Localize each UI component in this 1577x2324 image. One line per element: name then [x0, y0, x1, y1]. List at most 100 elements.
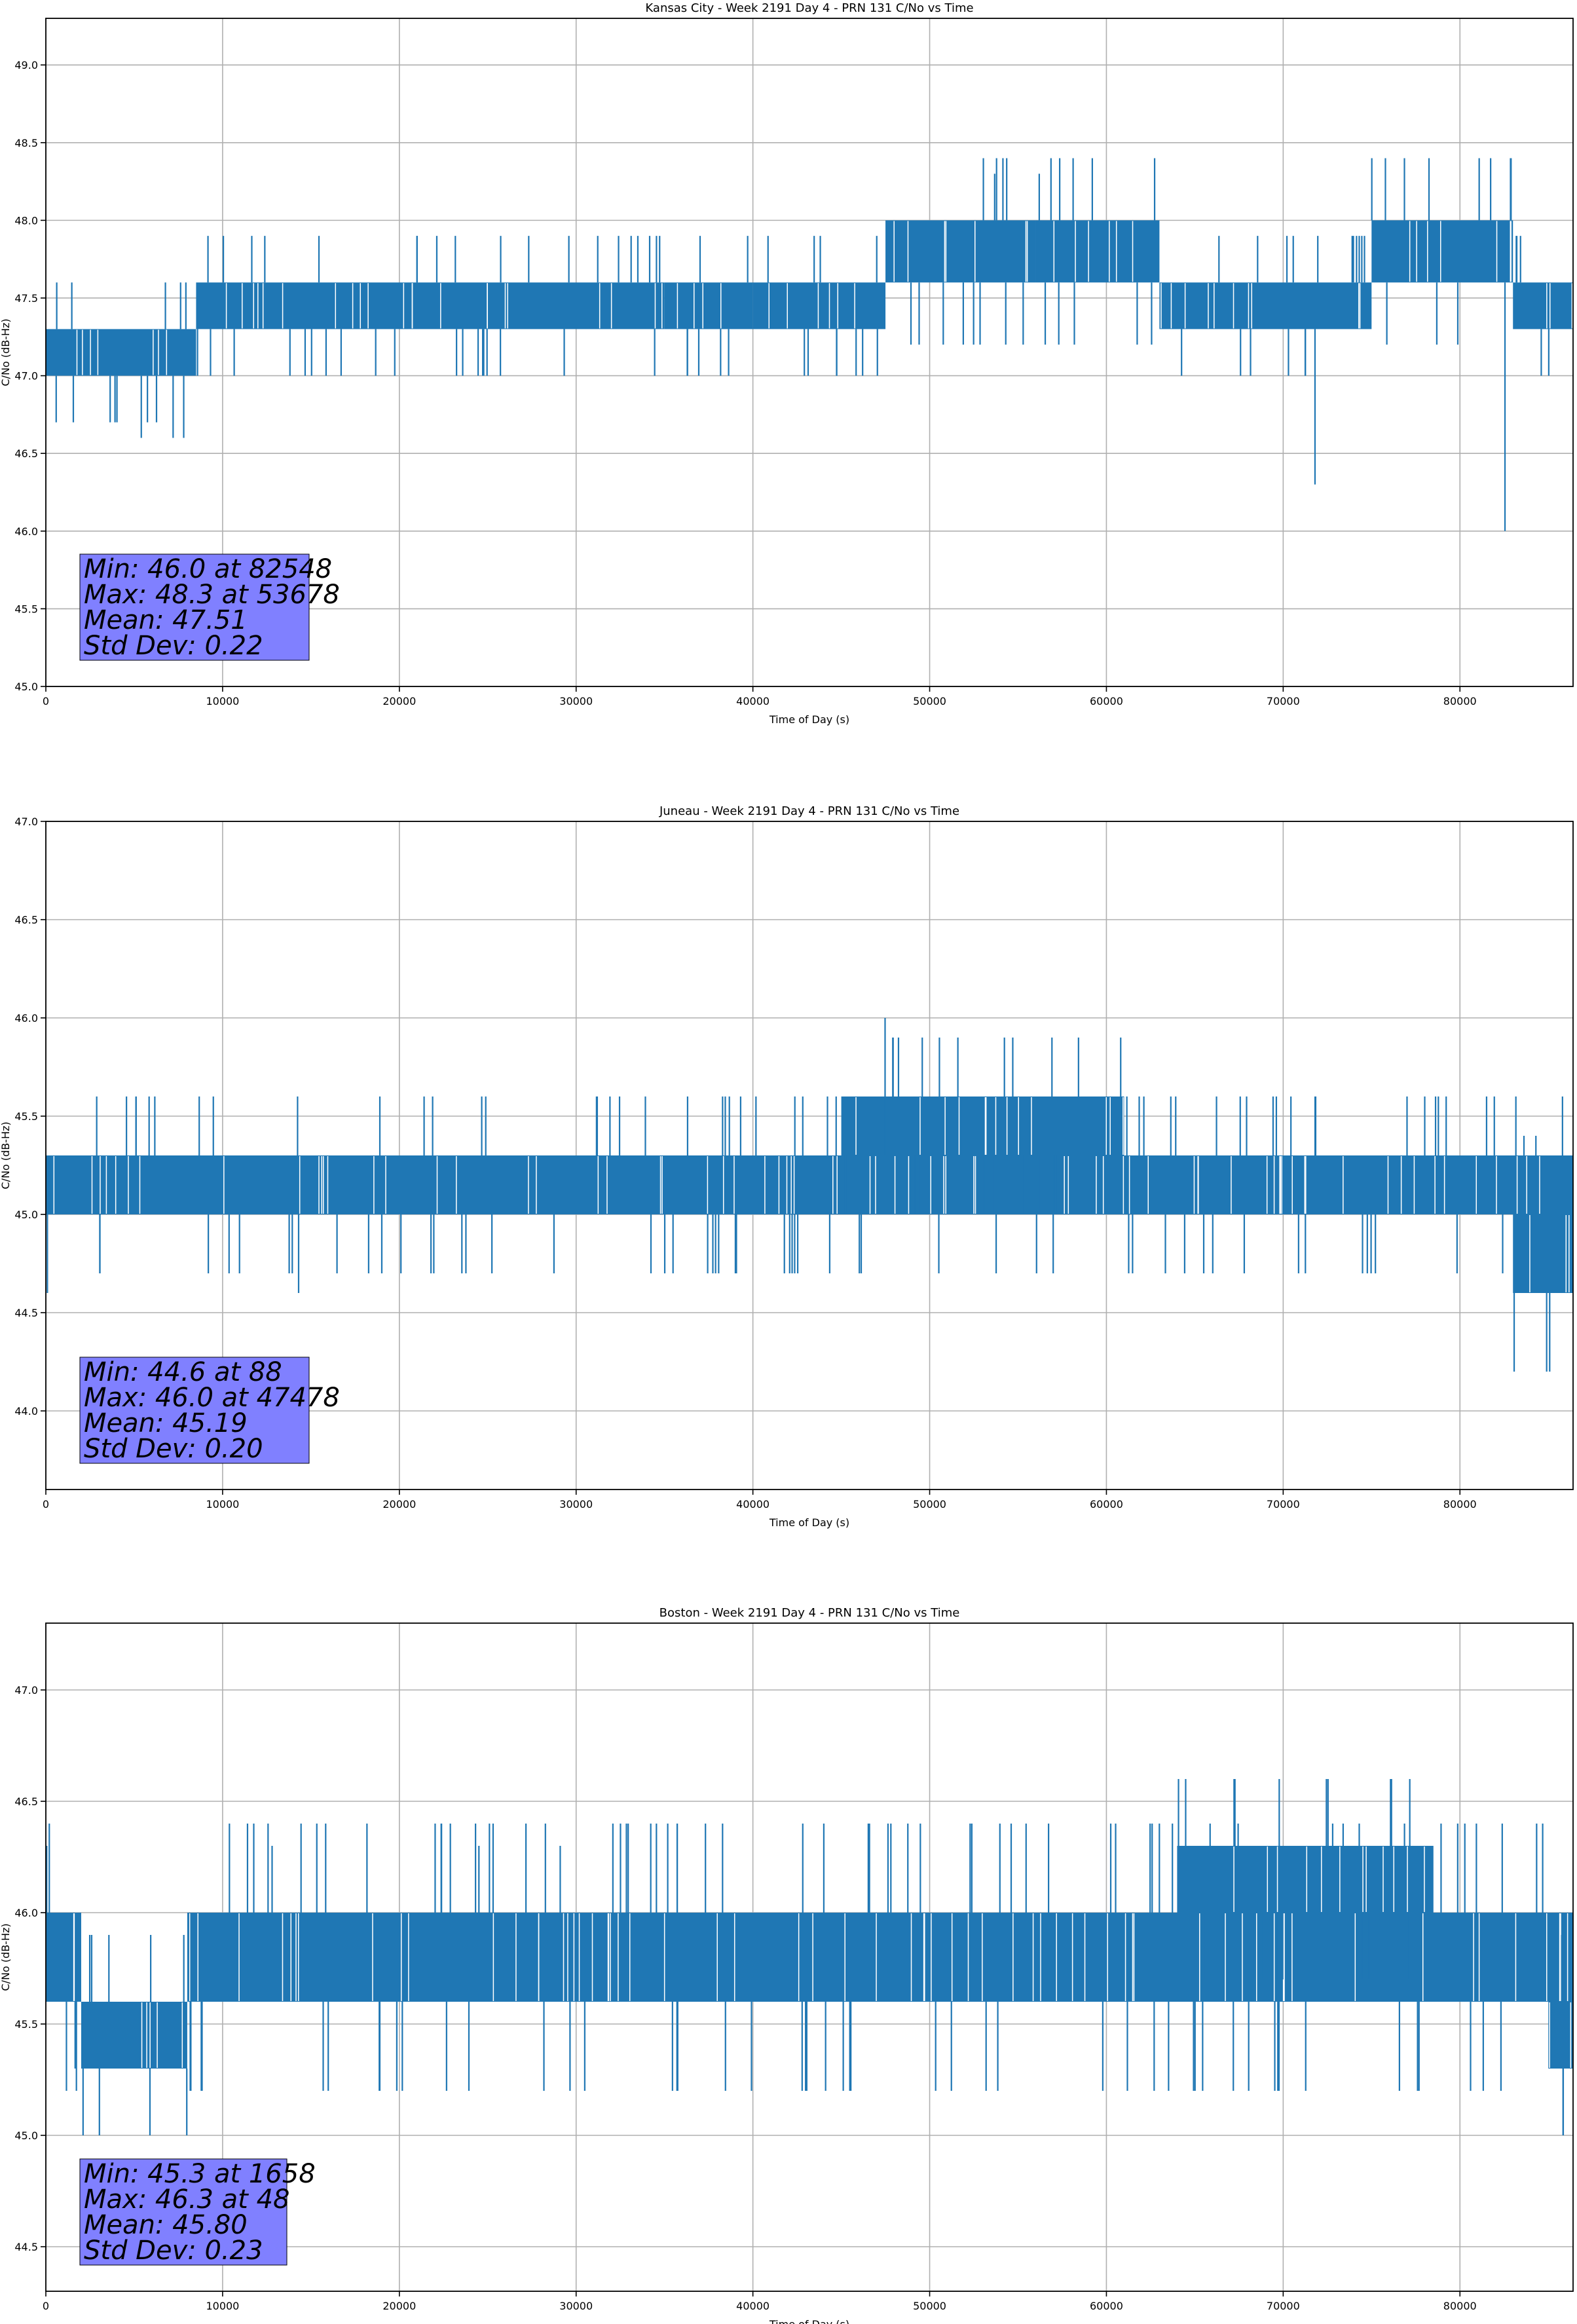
x-tick-label: 70000: [1267, 1498, 1300, 1510]
y-tick-label: 47.0: [14, 1684, 38, 1696]
chart-3: 0 10000 20000 30000 40000 50000 60000 70000 8000…: [0, 1606, 1574, 2324]
x-tick-label: 60000: [1090, 2300, 1123, 2312]
x-tick-label: 0: [43, 695, 49, 707]
data-band: [196, 282, 665, 329]
x-tick-label: 30000: [559, 1498, 593, 1510]
y-tick-label: 46.0: [14, 1012, 38, 1024]
y-tick-label: 48.5: [14, 137, 38, 149]
stats-box: [79, 553, 310, 661]
y-tick-label: 44.0: [14, 1405, 38, 1417]
x-axis-label: Time of Day (s): [769, 1516, 849, 1529]
x-axis-label: Time of Day (s): [769, 2318, 849, 2324]
y-tick-label: 45.5: [14, 603, 38, 615]
x-tick-label: 20000: [382, 695, 416, 707]
y-tick-label: 49.0: [14, 59, 38, 71]
x-tick-label: 0: [43, 2300, 49, 2312]
axes-frame: [45, 1622, 1574, 2292]
data-band: [1018, 1096, 1124, 1155]
data-band: [46, 1155, 1573, 1214]
data-band: [752, 282, 886, 329]
x-tick-label: 30000: [559, 2300, 593, 2312]
y-tick-label: 46.5: [14, 1795, 38, 1808]
x-tick-label: 80000: [1443, 1498, 1477, 1510]
data-band: [46, 329, 196, 376]
y-tick-label: 45.5: [14, 1110, 38, 1123]
stats-line: Min: 46.0 at 82548: [84, 554, 332, 584]
stats-line: Min: 45.3 at 1658: [84, 2159, 316, 2189]
x-tick-label: 10000: [206, 695, 239, 707]
y-tick-label: 45.0: [14, 2129, 38, 2142]
stats-line: Min: 44.6 at 88: [84, 1357, 282, 1387]
x-tick-label: 60000: [1090, 695, 1123, 707]
data-band: [1513, 1214, 1573, 1293]
y-axis-label: C/No (dB-Hz): [0, 1121, 12, 1189]
stats-line: Max: 46.0 at 47478: [84, 1383, 340, 1413]
x-tick-label: 80000: [1443, 2300, 1477, 2312]
data-series: [46, 158, 1573, 531]
data-band: [187, 1913, 1573, 2002]
x-tick-label: 50000: [913, 2300, 946, 2312]
data-band: [885, 220, 1036, 283]
stats-line: Std Dev: 0.23: [84, 2236, 263, 2266]
y-tick-label: 44.5: [14, 2241, 38, 2253]
data-band: [1035, 220, 1160, 283]
data-band: [1177, 1846, 1434, 1913]
x-tick-label: 0: [43, 1498, 49, 1510]
x-tick-label: 50000: [913, 695, 946, 707]
y-tick-label: 45.0: [14, 681, 38, 693]
data-band: [1513, 282, 1573, 329]
x-axis-label: Time of Day (s): [769, 713, 849, 726]
stats-line: Mean: 45.19: [84, 1408, 248, 1438]
y-tick-label: 47.5: [14, 292, 38, 305]
axes-frame: [45, 821, 1574, 1490]
chart-title: Juneau - Week 2191 Day 4 - PRN 131 C/No …: [659, 804, 959, 818]
x-tick-label: 30000: [559, 695, 593, 707]
x-tick-label: 80000: [1443, 695, 1477, 707]
y-tick-label: 45.0: [14, 1209, 38, 1221]
x-tick-label: 70000: [1267, 2300, 1300, 2312]
x-tick-label: 50000: [913, 1498, 946, 1510]
stats-line: Max: 48.3 at 53678: [84, 580, 340, 610]
y-tick-label: 45.5: [14, 2018, 38, 2031]
data-band: [46, 1913, 81, 2002]
x-tick-label: 10000: [206, 2300, 239, 2312]
data-band: [1548, 2002, 1573, 2069]
stats-line: Max: 46.3 at 48: [84, 2184, 289, 2215]
y-axis-label: C/No (dB-Hz): [0, 318, 12, 386]
y-tick-label: 48.0: [14, 214, 38, 227]
x-tick-label: 40000: [736, 1498, 770, 1510]
y-tick-label: 46.5: [14, 914, 38, 926]
data-band: [664, 282, 753, 329]
stats-line: Mean: 45.80: [84, 2210, 248, 2240]
y-tick-label: 46.0: [14, 1907, 38, 1919]
x-tick-label: 10000: [206, 1498, 239, 1510]
axes-frame: [45, 18, 1574, 687]
x-tick-label: 60000: [1090, 1498, 1123, 1510]
y-tick-label: 44.5: [14, 1307, 38, 1319]
data-series: [46, 1779, 1573, 2135]
data-band: [1159, 282, 1372, 329]
y-axis-label: C/No (dB-Hz): [0, 1923, 12, 1991]
y-tick-label: 46.0: [14, 525, 38, 538]
stats-box: [79, 1357, 310, 1464]
x-tick-label: 20000: [382, 2300, 416, 2312]
y-tick-label: 46.5: [14, 447, 38, 460]
stats-line: Mean: 47.51: [84, 605, 248, 635]
stats-line: Std Dev: 0.22: [84, 631, 263, 661]
y-tick-label: 47.0: [14, 370, 38, 383]
chart-2: 0 10000 20000 30000 40000 50000 60000 70000 8000…: [0, 804, 1574, 1529]
stats-box: [79, 2158, 288, 2266]
data-band: [841, 1096, 1018, 1155]
x-tick-label: 70000: [1267, 695, 1300, 707]
x-tick-label: 20000: [382, 1498, 416, 1510]
chart-title: Kansas City - Week 2191 Day 4 - PRN 131 …: [645, 1, 973, 15]
x-tick-label: 40000: [736, 695, 770, 707]
data-band: [1371, 220, 1513, 283]
y-tick-label: 47.0: [14, 815, 38, 828]
stats-line: Std Dev: 0.20: [84, 1434, 263, 1464]
x-tick-label: 40000: [736, 2300, 770, 2312]
data-band: [81, 2002, 187, 2069]
data-series: [46, 1018, 1573, 1372]
chart-1: 0 10000 20000 30000 40000 50000 60000 70000 8000…: [0, 1, 1574, 726]
